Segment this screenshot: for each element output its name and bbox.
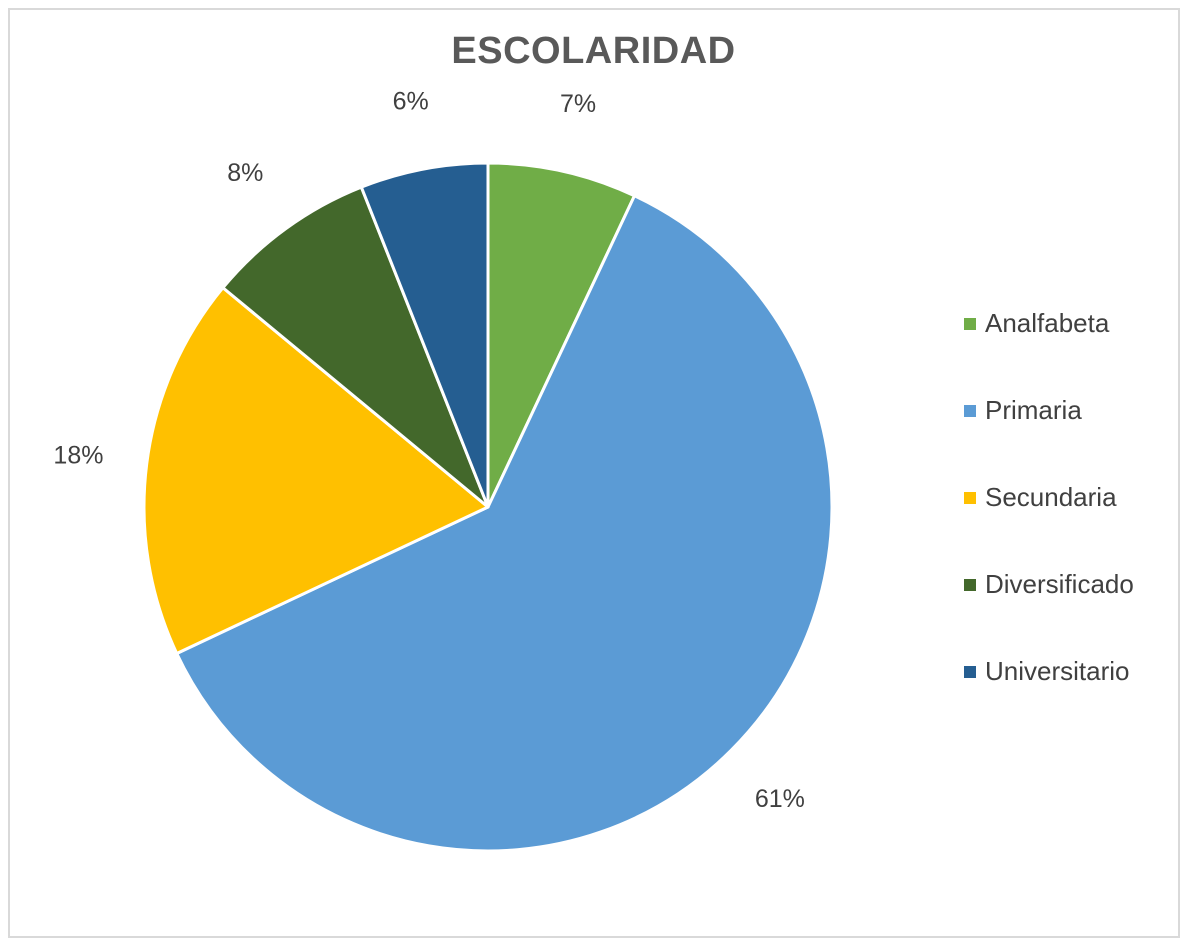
pie-slice-primaria <box>175 194 834 853</box>
legend-item-diversificado: Diversificado <box>964 541 1134 628</box>
legend-item-primaria: Primaria <box>964 367 1134 454</box>
legend-swatch <box>964 317 976 330</box>
legend-label: Primaria <box>985 395 1082 425</box>
data-label-secundaria: 18% <box>53 441 103 469</box>
legend-item-universitario: Universitario <box>964 628 1134 715</box>
legend-label: Secundaria <box>985 482 1117 512</box>
pie-slice-diversificado <box>221 185 490 509</box>
legend-swatch <box>964 404 976 417</box>
legend-item-secundaria: Secundaria <box>964 454 1134 541</box>
data-label-universitario: 6% <box>393 88 429 116</box>
legend-label: Universitario <box>985 656 1130 686</box>
chart-title: ESCOLARIDAD <box>451 30 736 72</box>
legend-swatch <box>964 665 976 678</box>
legend-swatch <box>964 491 976 504</box>
legend-label: Diversificado <box>985 569 1134 599</box>
legend-swatch <box>964 578 976 591</box>
legend-label: Analfabeta <box>985 308 1110 338</box>
pie-slice-universitario <box>359 161 490 509</box>
data-label-diversificado: 8% <box>227 159 263 187</box>
pie-slice-analfabeta <box>486 161 636 509</box>
data-label-primaria: 61% <box>755 785 805 813</box>
legend: Analfabeta Primaria Secundaria Diversifi… <box>964 280 1134 715</box>
legend-item-analfabeta: Analfabeta <box>964 280 1134 367</box>
data-label-analfabeta: 7% <box>560 90 596 118</box>
pie-slice-secundaria <box>142 286 490 655</box>
